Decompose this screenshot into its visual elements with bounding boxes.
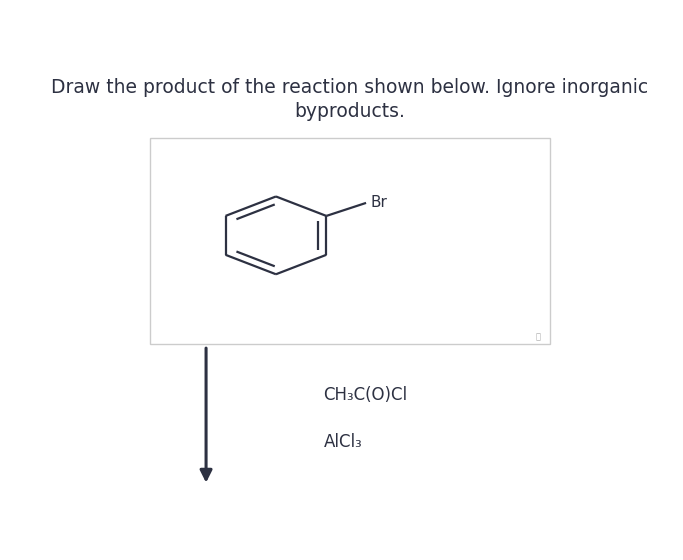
Text: CH₃C(O)Cl: CH₃C(O)Cl <box>324 386 408 404</box>
Text: Br: Br <box>371 194 388 209</box>
Text: AlCl₃: AlCl₃ <box>324 433 362 451</box>
Text: 🔍: 🔍 <box>535 333 540 342</box>
Text: Draw the product of the reaction shown below. Ignore inorganic: Draw the product of the reaction shown b… <box>51 78 649 97</box>
Text: byproducts.: byproducts. <box>294 102 406 121</box>
FancyBboxPatch shape <box>150 138 550 344</box>
